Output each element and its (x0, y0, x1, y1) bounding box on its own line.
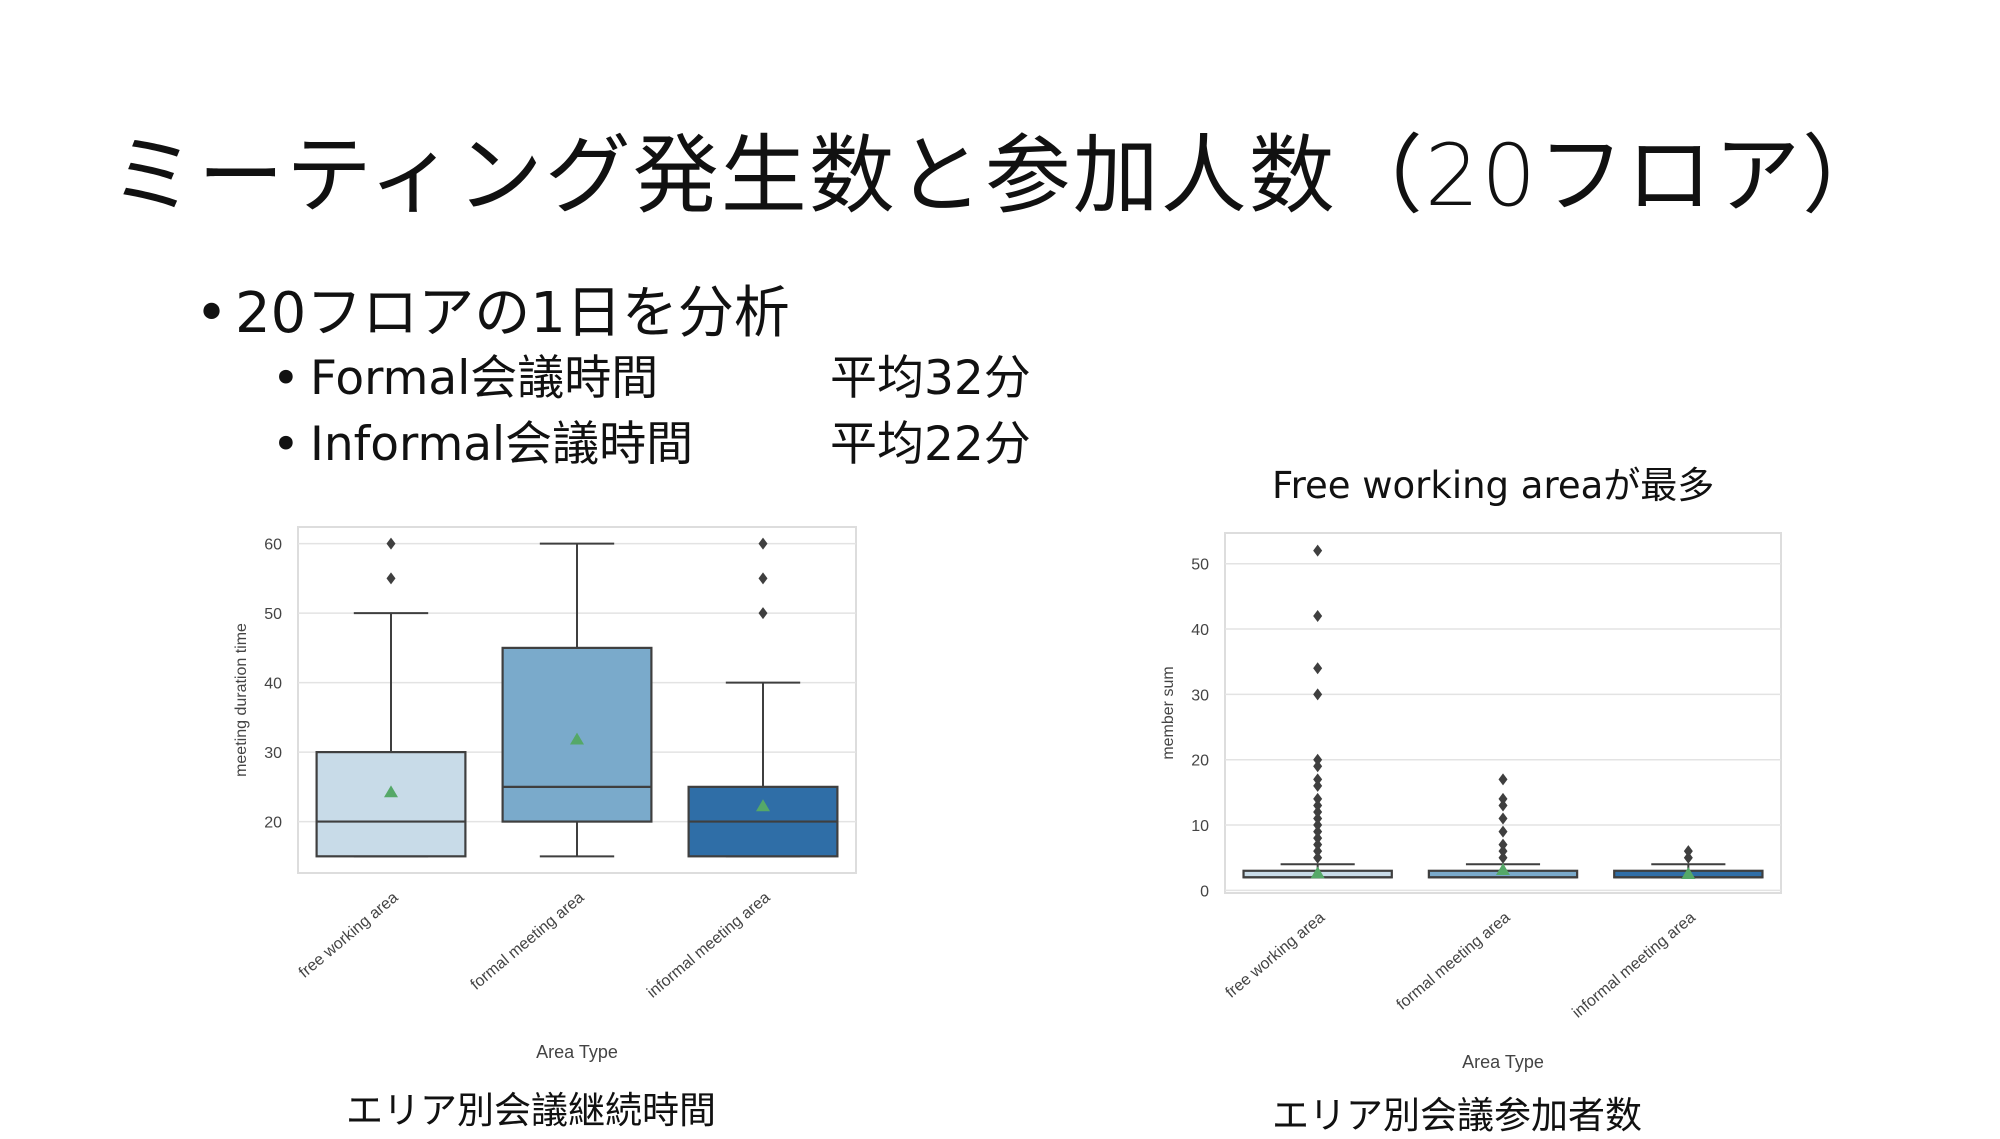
outlier-point (386, 537, 396, 550)
mean-marker (1310, 866, 1325, 879)
outlier-point (1498, 773, 1508, 786)
y-tick-label: 60 (264, 537, 282, 554)
outlier-point (1313, 805, 1323, 818)
bullet-list: • 20フロアの1日を分析 • Formal会議時間 平均32分 • Inform… (195, 282, 1031, 478)
x-tick-label: informal meeting area (1569, 909, 1699, 1022)
outlier-point (1313, 688, 1323, 701)
bullet-dot: • (272, 351, 300, 406)
sub-bullet-formal: • Formal会議時間 平均32分 (272, 346, 1031, 412)
sub-bullet-value: 平均32分 (830, 351, 1031, 406)
y-tick-label: 30 (1191, 687, 1209, 704)
sub-bullet-label: Informal会議時間 (310, 417, 694, 472)
y-tick-label: 50 (1191, 557, 1209, 574)
outlier-point (1313, 773, 1323, 786)
x-tick-label: informal meeting area (644, 889, 774, 1002)
sub-bullet-informal: • Informal会議時間 平均22分 (272, 412, 1031, 478)
outlier-point (1498, 838, 1508, 851)
outlier-point (1313, 812, 1323, 825)
member-boxplot: 0 10 20 30 40 50 free working area formal meeti… (1160, 532, 1782, 1072)
outlier-point (1313, 832, 1323, 845)
x-axis-label: Area Type (536, 1042, 618, 1062)
outlier-point (758, 572, 768, 585)
bullet-dot: • (272, 417, 300, 472)
outlier-point (1498, 845, 1508, 858)
x-tick-label: free working area (296, 889, 402, 982)
bullet-dot: • (195, 281, 229, 346)
chart-note: Free working areaが最多 (1272, 464, 1715, 507)
outlier-point (758, 537, 768, 550)
mean-marker (570, 732, 584, 745)
outlier-point (1313, 760, 1323, 773)
outlier-point (1498, 825, 1508, 838)
y-axis-label: meeting duration time (233, 623, 250, 777)
outlier-point (1498, 851, 1508, 864)
outlier-point (386, 572, 396, 585)
sub-bullet-value: 平均22分 (830, 417, 1031, 472)
mean-marker (756, 799, 770, 812)
y-tick-label: 40 (1191, 622, 1209, 639)
outlier-point (1313, 851, 1323, 864)
y-tick-label: 40 (264, 676, 282, 693)
mean-marker (1496, 863, 1510, 876)
y-axis-label: member sum (1160, 666, 1177, 759)
outlier-point (1313, 838, 1323, 851)
outlier-point (1683, 845, 1693, 858)
box (315, 751, 467, 858)
mean-marker (384, 785, 398, 798)
outlier-point (1313, 792, 1323, 805)
outlier-point (758, 607, 768, 620)
outlier-point (1683, 851, 1693, 864)
outlier-point (1498, 812, 1508, 825)
x-tick-label: formal meeting area (468, 889, 588, 994)
outlier-point (1498, 792, 1508, 805)
outlier-point (1313, 544, 1323, 557)
outlier-point (1498, 799, 1508, 812)
x-axis-label: Area Type (1462, 1052, 1544, 1072)
y-tick-label: 20 (264, 815, 282, 832)
x-tick-label: free working area (1223, 909, 1329, 1002)
x-tick-label: formal meeting area (1394, 909, 1514, 1014)
duration-boxplot: 20 30 40 50 60 free working area formal meetin… (233, 526, 857, 1062)
mean-marker (1681, 867, 1696, 879)
bullet-main: • 20フロアの1日を分析 (195, 282, 1031, 346)
outlier-point (1313, 819, 1323, 832)
caption-duration: エリア別会議継続時間 (346, 1089, 716, 1132)
y-tick-label: 30 (264, 745, 282, 762)
outlier-point (1313, 662, 1323, 675)
outlier-point (1313, 609, 1323, 622)
outlier-point (1313, 825, 1323, 838)
outlier-point (1313, 845, 1323, 858)
bullet-main-text: 20フロアの1日を分析 (235, 281, 790, 346)
slide-title: ミーティング発生数と参加人数（20フロア） (109, 126, 1891, 226)
y-tick-label: 0 (1200, 883, 1209, 900)
y-tick-label: 10 (1191, 818, 1209, 835)
caption-members: エリア別会議参加者数 (1272, 1094, 1642, 1137)
y-tick-label: 50 (264, 606, 282, 623)
sub-bullet-label: Formal会議時間 (310, 351, 659, 406)
y-tick-label: 20 (1191, 753, 1209, 770)
outlier-point (1313, 799, 1323, 812)
outlier-point (1313, 753, 1323, 766)
outlier-point (1313, 779, 1323, 792)
